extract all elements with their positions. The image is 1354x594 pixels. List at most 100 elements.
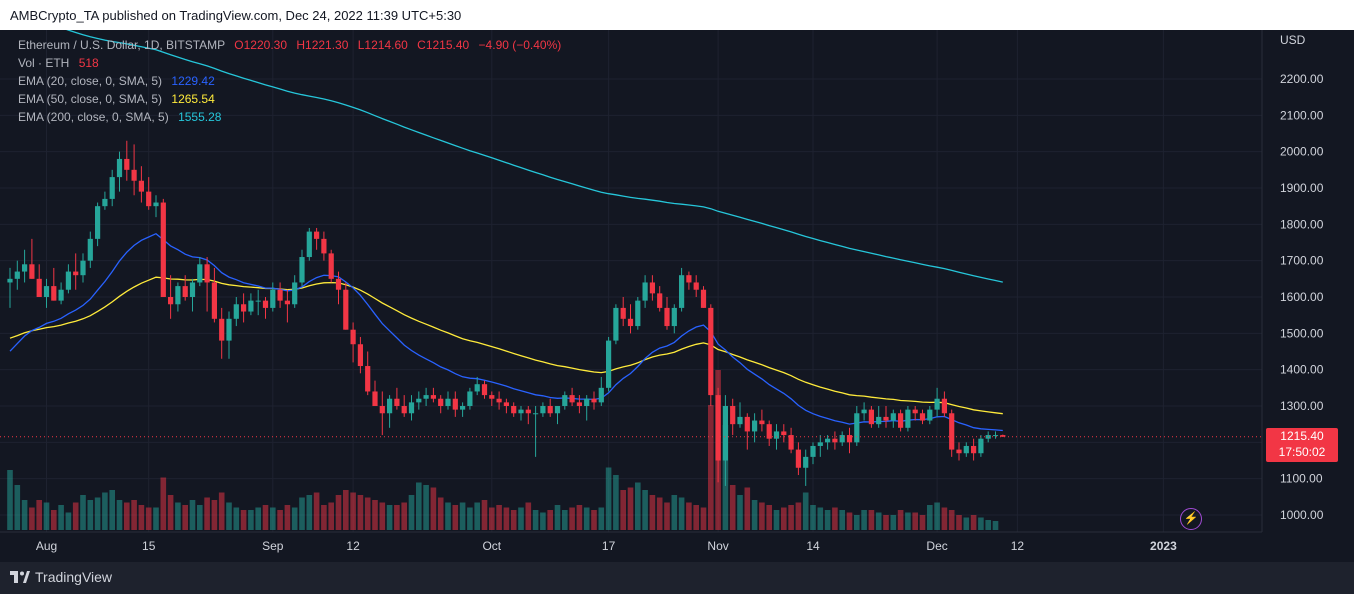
volume-bar (751, 500, 758, 530)
volume-bar (773, 510, 780, 530)
volume-bar (364, 497, 371, 530)
x-tick-label: Dec (926, 539, 947, 553)
volume-bar (131, 500, 137, 530)
ema20-row[interactable]: EMA (20, close, 0, SMA, 5) 1229.42 (18, 72, 561, 90)
volume-bar (897, 510, 904, 530)
volume-bar (350, 492, 356, 530)
volume-bar (547, 510, 553, 530)
candle (481, 380, 488, 399)
candle-body (832, 438, 838, 443)
y-tick-label: 1700.00 (1280, 254, 1324, 268)
candle-body (547, 406, 553, 414)
volume-bar (328, 502, 334, 530)
candle (547, 398, 553, 417)
candle (387, 395, 393, 428)
candle (876, 406, 882, 428)
candle (810, 442, 816, 465)
candle-body (204, 264, 210, 283)
volume-bar (788, 505, 794, 530)
candle (627, 304, 634, 334)
candle-body (657, 293, 663, 308)
candle (635, 297, 641, 330)
volume-bar (817, 507, 824, 530)
candle (832, 431, 838, 450)
candle-body (927, 409, 933, 421)
volume-bar (197, 505, 203, 530)
volume-bar (598, 507, 605, 530)
candle (306, 227, 312, 261)
candle-body (817, 442, 823, 446)
lightning-icon[interactable]: ⚡ (1180, 508, 1202, 530)
volume-bar (459, 502, 466, 530)
volume-bar (620, 490, 626, 530)
volume-bar (452, 505, 459, 530)
candle-body (467, 391, 473, 406)
candle (730, 398, 736, 436)
candle (883, 406, 889, 428)
candle-body (649, 282, 655, 294)
currency-label: USD (1280, 33, 1306, 47)
candle-body (277, 289, 283, 301)
candle-body (372, 391, 378, 406)
candle (430, 387, 436, 403)
volume-bar (175, 502, 181, 530)
volume-row[interactable]: Vol · ETH 518 (18, 54, 561, 72)
volume-bar (729, 485, 736, 530)
volume-bar (51, 510, 57, 530)
volume-bar (248, 510, 254, 530)
volume-bar (226, 502, 232, 530)
candle (241, 293, 247, 323)
y-tick-label: 2000.00 (1280, 145, 1324, 159)
candle-body (562, 395, 568, 406)
candle-body (941, 398, 947, 414)
candle-body (445, 398, 451, 406)
x-tick-label: 14 (806, 539, 820, 553)
symbol-name[interactable]: Ethereum / U.S. Dollar, 1D, BITSTAMP (18, 38, 225, 52)
volume-bar (430, 487, 437, 530)
candle (292, 275, 298, 308)
volume-bar (693, 505, 699, 530)
candle-body (876, 416, 882, 425)
candle-body (102, 198, 108, 207)
candle-body (540, 406, 546, 414)
candle (65, 264, 71, 294)
candle (423, 387, 429, 406)
candle-body (525, 409, 531, 414)
candle (737, 402, 743, 428)
ema50-row[interactable]: EMA (50, close, 0, SMA, 5) 1265.54 (18, 90, 561, 108)
candle (927, 406, 933, 425)
volume-bar (941, 507, 948, 530)
candle-body (810, 445, 816, 457)
candle-body (715, 395, 721, 461)
candle-body (87, 238, 93, 261)
candle (233, 297, 239, 327)
candle-body (430, 395, 436, 399)
y-tick-label: 2200.00 (1280, 72, 1324, 86)
ema200-row[interactable]: EMA (200, close, 0, SMA, 5) 1555.28 (18, 108, 561, 126)
candles (7, 140, 1006, 486)
candle-body (533, 413, 539, 415)
candle (700, 286, 707, 308)
volume-bar (291, 507, 298, 530)
candle (620, 297, 626, 327)
candle-body (971, 445, 977, 454)
candle (664, 297, 670, 330)
chart-area[interactable]: USD 2200.00 2100.00 2000.00 1900.00 1800.00 17… (0, 8, 1354, 562)
volume-bar (80, 495, 86, 530)
volume-bar (912, 512, 918, 530)
volume-bar (613, 475, 619, 530)
volume-bar (102, 492, 108, 530)
tradingview-logo[interactable]: TradingView (10, 569, 112, 585)
candle-body (306, 231, 312, 258)
volume-bar (7, 470, 13, 530)
candle (992, 431, 999, 439)
candle-body (423, 395, 429, 399)
candlestick-chart[interactable]: USD 2200.00 2100.00 2000.00 1900.00 1800.00 17… (0, 8, 1354, 562)
time-axis: Aug 15 Sep 12 Oct 17 Nov 14 Dec 12 2023 (36, 539, 1177, 553)
x-tick-label: Oct (482, 539, 501, 553)
low-value: L1214.60 (357, 38, 408, 52)
candle-body (36, 278, 42, 297)
volume-bar (218, 492, 225, 530)
candle (752, 413, 758, 443)
candle (14, 260, 20, 290)
